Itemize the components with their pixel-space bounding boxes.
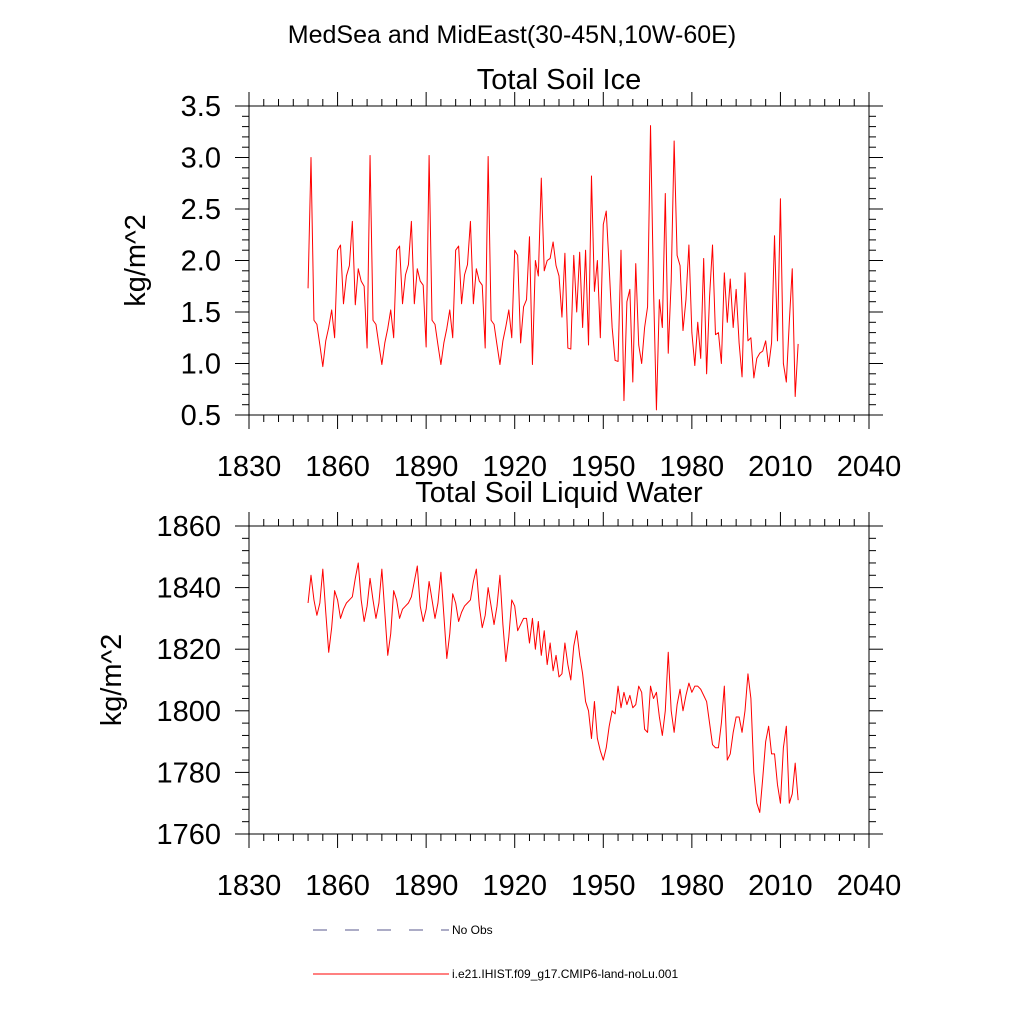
y-tick-label: 3.5 (181, 91, 221, 123)
x-tick-label: 1950 (571, 870, 636, 902)
y-tick-label: 1840 (156, 573, 221, 605)
x-tick-label: 1920 (482, 870, 547, 902)
panel-title: Total Soil Liquid Water (415, 477, 703, 509)
legend-label: i.e21.IHIST.f09_g17.CMIP6-land-noLu.001 (452, 967, 678, 981)
y-tick-label: 1800 (156, 696, 221, 728)
x-tick-label: 2010 (748, 451, 813, 483)
panel-title: Total Soil Ice (477, 64, 641, 96)
y-tick-label: 1780 (156, 757, 221, 789)
x-tick-label: 1890 (394, 870, 459, 902)
x-tick-label: 1950 (571, 451, 636, 483)
x-tick-label: 1980 (660, 870, 725, 902)
x-tick-label: 1860 (305, 870, 370, 902)
y-tick-label: 1760 (156, 819, 221, 851)
x-tick-label: 1830 (217, 870, 282, 902)
figure-title: MedSea and MidEast(30-45N,10W-60E) (288, 21, 736, 49)
y-axis-label: kg/m^2 (120, 214, 152, 307)
x-tick-label: 1890 (394, 451, 459, 483)
x-tick-label: 1830 (217, 451, 282, 483)
y-tick-label: 1.0 (181, 349, 221, 381)
chart-panel-2: Total Soil Liquid Water kg/m^2 1830 1860 189… (96, 477, 901, 902)
x-tick-label: 2040 (837, 870, 902, 902)
x-tick-label: 1920 (482, 451, 547, 483)
plot-frame (248, 525, 870, 835)
chart-panel-1: Total Soil Ice kg/m^2 1830 1860 1890 1920 1950… (120, 64, 901, 483)
y-tick-label: 1860 (156, 511, 221, 543)
legend-label: No Obs (452, 923, 493, 937)
series-line (307, 125, 799, 411)
plot-frame (248, 105, 870, 416)
series-line (307, 562, 799, 813)
y-tick-label: 1820 (156, 634, 221, 666)
x-tick-label: 2010 (748, 870, 813, 902)
y-axis-label: kg/m^2 (96, 634, 128, 727)
x-tick-label: 1860 (305, 451, 370, 483)
y-tick-label: 2.5 (181, 194, 221, 226)
legend: No Obs i.e21.IHIST.f09_g17.CMIP6-land-noL… (313, 923, 678, 981)
y-tick-label: 3.0 (181, 143, 221, 175)
x-tick-label: 1980 (660, 451, 725, 483)
x-tick-label: 2040 (837, 451, 902, 483)
y-tick-label: 0.5 (181, 400, 221, 432)
y-tick-label: 1.5 (181, 297, 221, 329)
y-tick-label: 2.0 (181, 246, 221, 278)
